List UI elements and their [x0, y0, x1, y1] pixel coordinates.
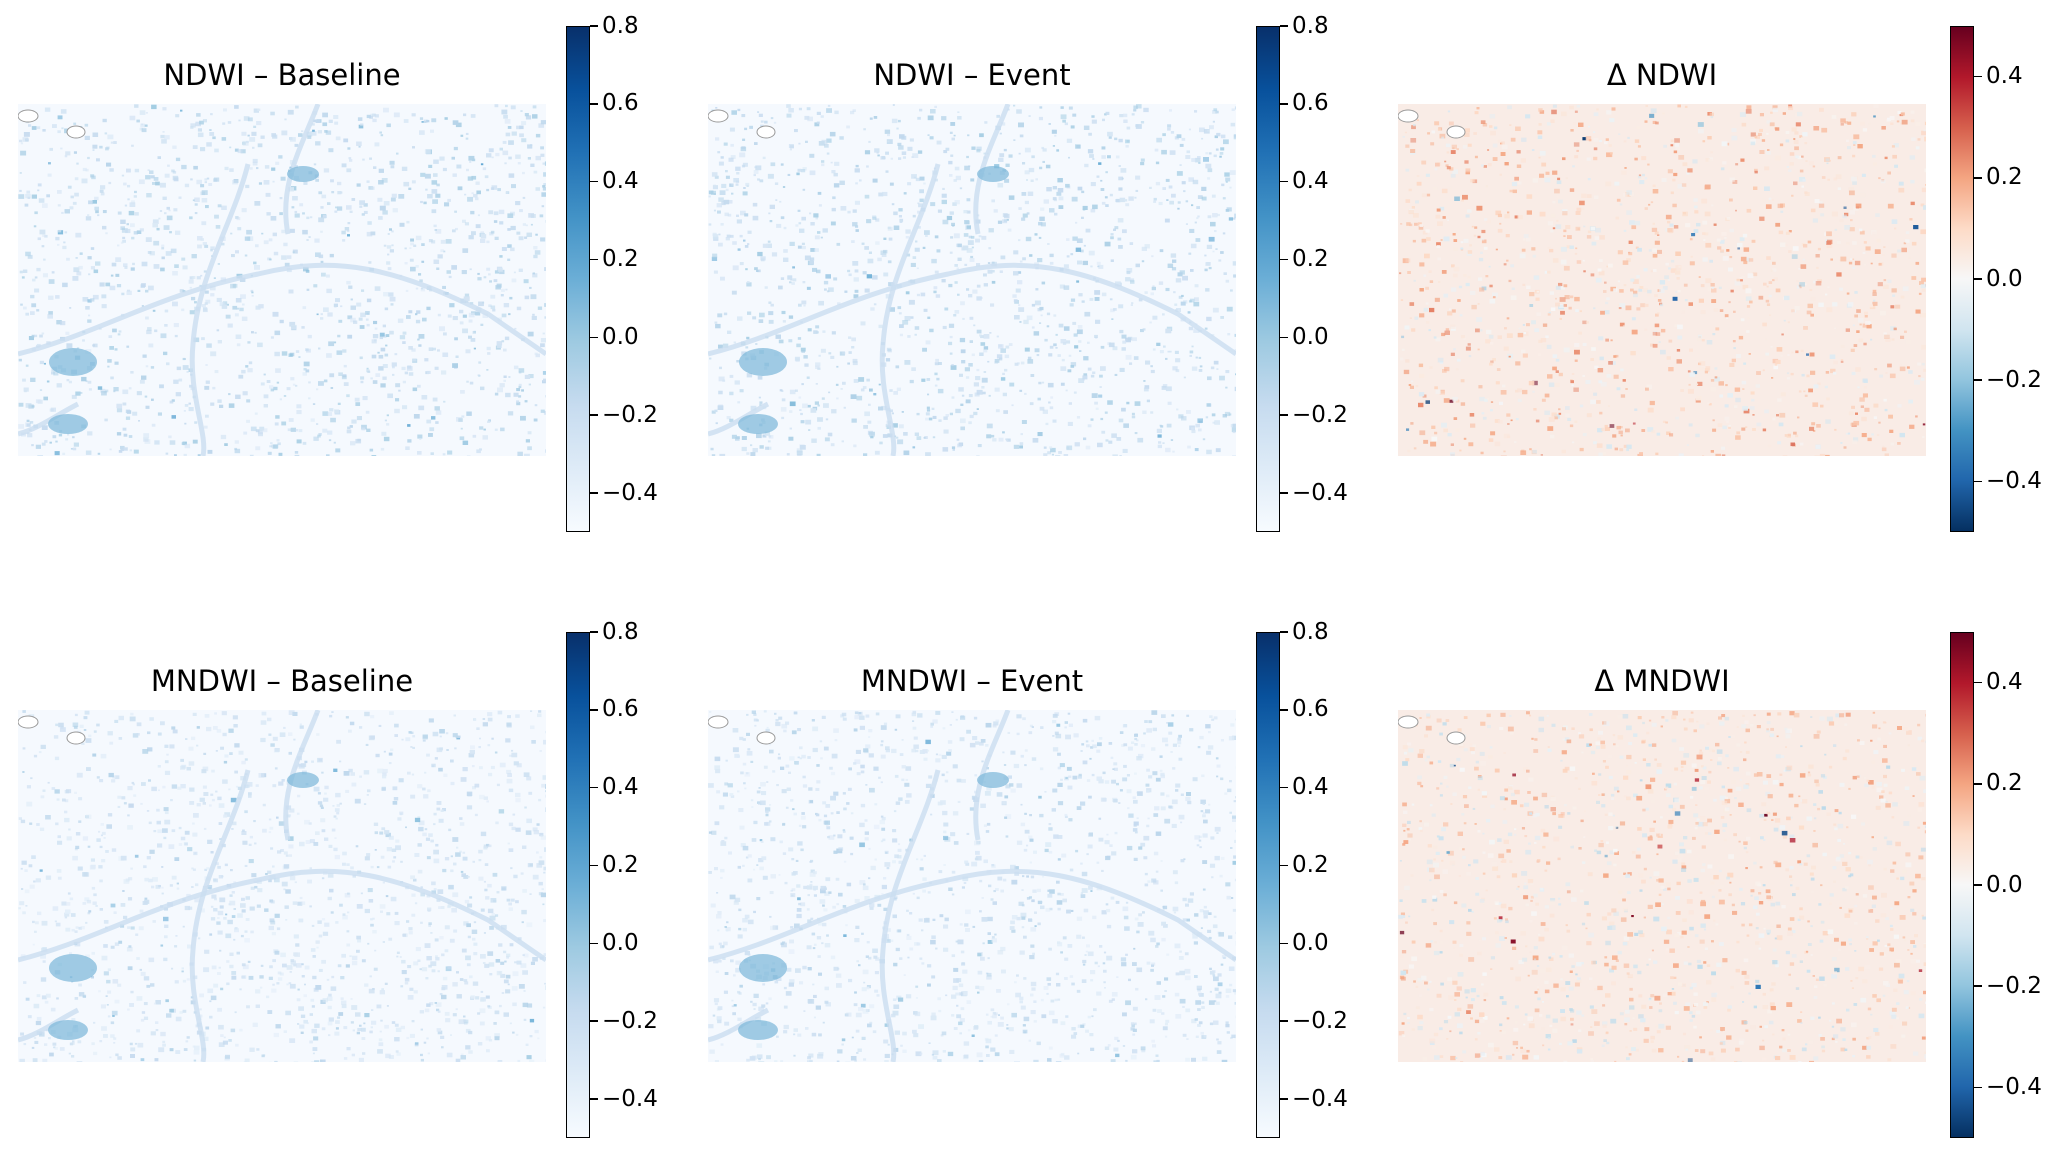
heatmap-image — [1398, 104, 1926, 456]
colorbar-tick-mark — [590, 1098, 598, 1100]
colorbar-tick-mark — [1974, 480, 1982, 483]
colorbar-tick-mark — [590, 492, 598, 494]
colorbar-tick-label: 0.2 — [1292, 246, 1329, 273]
colorbar-tick-label: −0.4 — [1292, 1085, 1348, 1112]
colorbar-tick-label: −0.4 — [1986, 1073, 2042, 1100]
heatmap-image — [1398, 710, 1926, 1062]
colorbar-tick-mark — [1280, 1098, 1288, 1100]
colorbar-tick-mark — [1280, 786, 1288, 789]
colorbar-tick-label: 0.0 — [1986, 871, 2023, 898]
colorbar-tick-mark — [1280, 258, 1288, 261]
colorbar-tick-label: 0.8 — [602, 12, 639, 39]
colorbar-tick-mark — [590, 631, 598, 633]
colorbar-tick-mark — [1280, 942, 1288, 945]
colorbar-tick-label: 0.8 — [1292, 618, 1329, 645]
colorbar-tick-mark — [1974, 681, 1982, 684]
panel-title: Δ MNDWI — [1594, 664, 1730, 698]
colorbar-tick-label: 0.2 — [1986, 164, 2023, 191]
colorbar-tick-mark — [590, 414, 598, 416]
colorbar-tick-mark — [1974, 379, 1982, 381]
colorbar-tick-label: 0.4 — [1292, 168, 1329, 195]
colorbar-tick-mark — [1280, 709, 1288, 711]
heatmap-image — [18, 710, 546, 1062]
colorbar-tick-mark — [590, 709, 598, 711]
colorbar-tick-label: 0.2 — [602, 246, 639, 273]
colorbar-tick-mark — [1974, 75, 1982, 78]
colorbar — [1256, 26, 1280, 532]
colorbar-tick-label: 0.8 — [602, 618, 639, 645]
colorbar — [1256, 632, 1280, 1138]
colorbar-tick-label: 0.0 — [1292, 323, 1329, 350]
colorbar-tick-mark — [1280, 25, 1288, 27]
colorbar-tick-label: −0.2 — [1986, 972, 2042, 999]
colorbar-tick-mark — [590, 25, 598, 27]
colorbar-tick-mark — [1280, 864, 1288, 867]
colorbar-tick-mark — [1280, 631, 1288, 633]
colorbar-tick-mark — [1280, 103, 1288, 105]
colorbar-tick-label: 0.4 — [1986, 63, 2023, 90]
colorbar-tick-label: 0.2 — [602, 852, 639, 879]
colorbar-tick-mark — [590, 786, 598, 789]
colorbar-tick-label: −0.4 — [602, 1085, 658, 1112]
colorbar-tick-mark — [1280, 180, 1288, 183]
colorbar-tick-label: −0.4 — [1292, 479, 1348, 506]
colorbar-tick-mark — [1974, 177, 1982, 179]
colorbar-tick-mark — [1974, 278, 1982, 280]
colorbar-tick-label: 0.4 — [1292, 774, 1329, 801]
colorbar-tick-label: −0.2 — [602, 401, 658, 428]
colorbar — [1950, 632, 1974, 1138]
colorbar-tick-label: −0.4 — [602, 479, 658, 506]
colorbar-tick-mark — [1280, 336, 1288, 339]
panel-title: NDWI – Baseline — [163, 58, 401, 92]
colorbar-tick-mark — [590, 336, 598, 339]
colorbar-tick-label: 0.2 — [1292, 852, 1329, 879]
panel-title: NDWI – Event — [873, 58, 1071, 92]
heatmap-image — [18, 104, 546, 456]
colorbar-tick-label: 0.6 — [602, 696, 639, 723]
panel-title: Δ NDWI — [1606, 58, 1718, 92]
heatmap-image — [708, 104, 1236, 456]
colorbar-tick-mark — [590, 864, 598, 867]
colorbar-tick-label: 0.0 — [602, 323, 639, 350]
colorbar-tick-mark — [1280, 492, 1288, 494]
panel-title: MNDWI – Baseline — [150, 664, 414, 698]
colorbar-tick-label: 0.6 — [602, 90, 639, 117]
colorbar — [566, 26, 590, 532]
colorbar-tick-mark — [1974, 783, 1982, 785]
colorbar-tick-mark — [590, 942, 598, 945]
colorbar-tick-label: 0.4 — [602, 774, 639, 801]
colorbar-tick-mark — [590, 1020, 598, 1022]
colorbar — [1950, 26, 1974, 532]
colorbar-tick-label: −0.2 — [1292, 401, 1348, 428]
colorbar-tick-label: −0.2 — [602, 1007, 658, 1034]
colorbar-tick-label: −0.4 — [1986, 467, 2042, 494]
colorbar-tick-label: 0.2 — [1986, 770, 2023, 797]
colorbar-tick-mark — [1974, 1086, 1982, 1089]
colorbar-tick-mark — [1280, 414, 1288, 416]
colorbar-tick-label: 0.4 — [1986, 669, 2023, 696]
colorbar-tick-label: 0.8 — [1292, 12, 1329, 39]
colorbar-tick-mark — [1974, 884, 1982, 886]
panel-title: MNDWI – Event — [860, 664, 1084, 698]
colorbar-tick-label: −0.2 — [1292, 1007, 1348, 1034]
colorbar-tick-mark — [590, 103, 598, 105]
colorbar-tick-mark — [590, 258, 598, 261]
colorbar-tick-label: 0.0 — [602, 929, 639, 956]
colorbar — [566, 632, 590, 1138]
colorbar-tick-label: 0.6 — [1292, 696, 1329, 723]
colorbar-tick-label: 0.4 — [602, 168, 639, 195]
colorbar-tick-mark — [1280, 1020, 1288, 1022]
colorbar-tick-label: −0.2 — [1986, 366, 2042, 393]
colorbar-tick-label: 0.0 — [1292, 929, 1329, 956]
colorbar-tick-label: 0.6 — [1292, 90, 1329, 117]
heatmap-image — [708, 710, 1236, 1062]
colorbar-tick-mark — [590, 180, 598, 183]
colorbar-tick-mark — [1974, 985, 1982, 987]
colorbar-tick-label: 0.0 — [1986, 265, 2023, 292]
